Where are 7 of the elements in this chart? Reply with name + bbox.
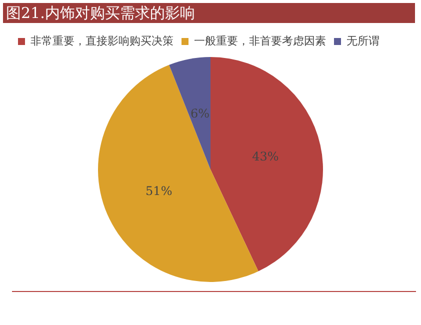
data-label: 51% bbox=[146, 184, 172, 198]
legend-label: 无所谓 bbox=[346, 34, 380, 48]
chart-title: 图21.内饰对购买需求的影响 bbox=[3, 3, 415, 23]
data-label: 6% bbox=[190, 106, 210, 120]
data-label: 43% bbox=[252, 149, 279, 164]
legend-label: 非常重要，直接影响购买决策 bbox=[30, 34, 174, 48]
legend-label: 一般重要，非首要考虑因素 bbox=[194, 34, 326, 48]
